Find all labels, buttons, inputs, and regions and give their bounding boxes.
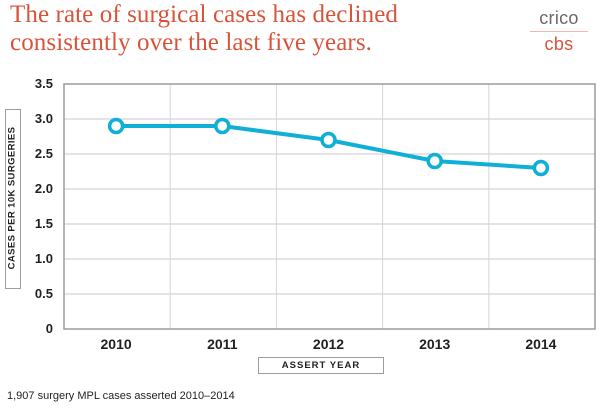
y-tick-label: 0 [46,321,53,336]
x-tick-label: 2010 [101,336,132,352]
y-tick-label: 2.5 [35,146,53,161]
x-tick-label: 2012 [313,336,344,352]
data-point [532,159,550,177]
y-tick-label: 0.5 [35,286,53,301]
logo-divider [530,31,588,32]
data-point [426,152,443,170]
y-tick-label: 1.0 [35,251,53,266]
x-tick-label: 2011 [207,336,238,352]
y-tick-label: 2.0 [35,181,53,196]
data-point [214,117,231,135]
logo-cbs-text: cbs [544,34,574,54]
y-axis-label: CASES PER 10K SURGERIES [6,126,18,270]
x-axis-label: ASSERT YEAR [258,357,384,374]
series-layer [107,117,550,177]
headline-line-2: consistently over the last five years. [10,29,373,56]
y-tick-label: 3.5 [35,76,53,91]
data-point [320,131,337,149]
headline-line-1: The rate of surgical cases has declined [10,1,398,28]
y-tick-label: 3.0 [35,111,53,126]
grid-lines [64,84,595,329]
x-tick-label: 2013 [419,336,450,352]
footnote: 1,907 surgery MPL cases asserted 2010–20… [7,390,235,402]
crico-cbs-logo: crico cbs [528,8,590,54]
logo-crico-text: crico [539,8,579,28]
data-point [107,117,125,135]
chart-headline: The rate of surgical cases has declined … [10,1,398,57]
plot-frame [63,83,596,330]
y-axis-ticks: 0 0.5 1.0 1.5 2.0 2.5 3.0 3.5 [35,76,53,336]
y-axis-label-box [5,109,21,289]
x-tick-label: 2014 [525,336,556,352]
y-tick-label: 1.5 [35,216,53,231]
x-axis-ticks: 2010 2011 2012 2013 2014 [101,336,557,352]
